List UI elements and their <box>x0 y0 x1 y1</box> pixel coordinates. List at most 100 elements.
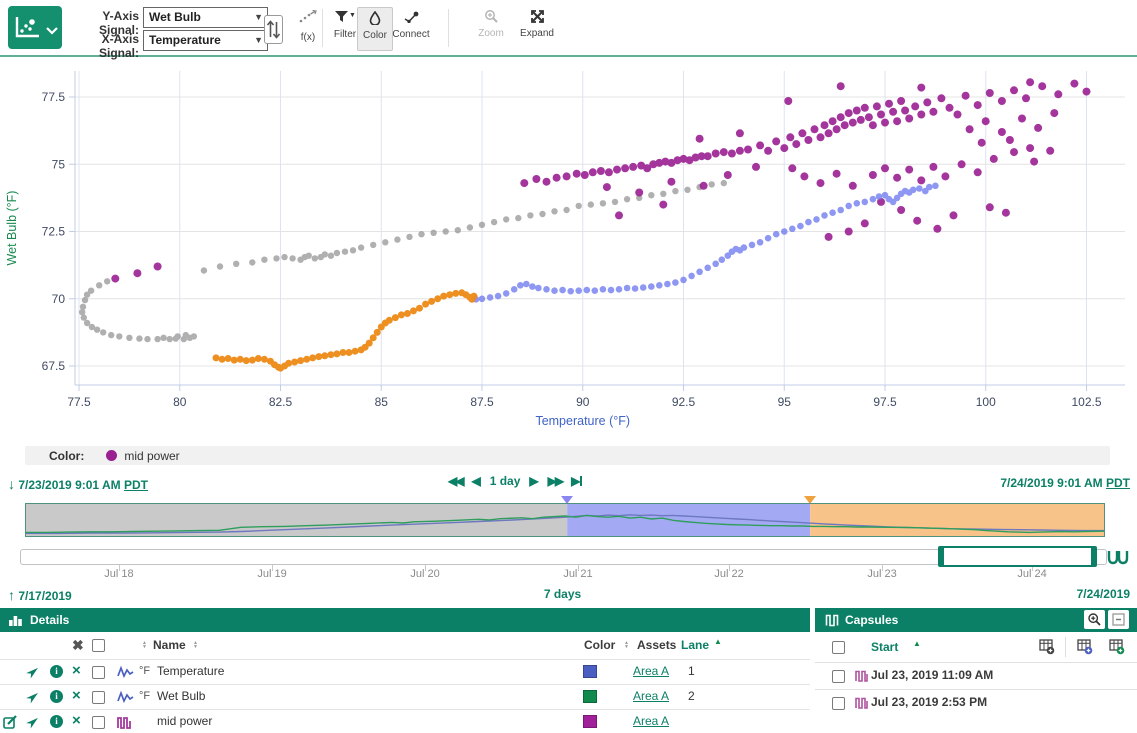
swap-axes-icon <box>266 18 281 41</box>
legend-dot <box>106 450 117 461</box>
trend-preview-strip[interactable] <box>25 503 1105 537</box>
range-duration: 7 days <box>20 587 1105 601</box>
color-swatch[interactable] <box>583 665 597 678</box>
remove-icon[interactable]: × <box>72 712 81 729</box>
color-droplet-icon <box>369 11 381 25</box>
sort-icon[interactable]: ▲▼ <box>142 641 147 649</box>
scatter-series-mid-power <box>111 78 1090 282</box>
scatter-chart[interactable]: 77.58082.58587.59092.59597.5100102.567.5… <box>0 58 1137 430</box>
assets-column-header[interactable]: Assets <box>637 638 676 652</box>
capsules-collapse-button[interactable] <box>1108 610 1129 629</box>
info-icon[interactable]: i <box>50 690 63 703</box>
rocket-icon[interactable] <box>25 714 41 733</box>
color-swatch[interactable] <box>583 715 597 728</box>
fast-forward-icon[interactable]: ▶▶ <box>548 474 562 488</box>
capsule-checkbox[interactable] <box>832 670 845 683</box>
scatterplot-tool-button[interactable] <box>8 6 62 49</box>
expand-button[interactable]: Expand <box>514 7 560 49</box>
select-caret-icon: ▼ <box>254 31 263 50</box>
lane-column-header[interactable]: Lane <box>681 638 709 652</box>
row-checkbox[interactable] <box>92 691 105 704</box>
step-size-label[interactable]: 1 day <box>490 474 521 488</box>
svg-text:92.5: 92.5 <box>672 395 696 409</box>
capsule-icon <box>825 613 839 627</box>
start-column-header[interactable]: Start <box>871 640 898 654</box>
expand-icon <box>530 9 545 24</box>
zoom-button: Zoom <box>471 7 511 49</box>
connect-button[interactable]: Connect <box>386 7 436 49</box>
info-icon[interactable]: i <box>50 665 63 678</box>
capsule-checkbox[interactable] <box>832 697 845 710</box>
add-signal-column-button[interactable] <box>1077 639 1093 660</box>
select-all-capsules-checkbox[interactable] <box>832 641 845 654</box>
svg-text:80: 80 <box>173 395 187 409</box>
table-add-signal-icon <box>1077 639 1093 655</box>
date-slider-selected-range[interactable] <box>938 546 1097 567</box>
connect-label: Connect <box>386 29 436 40</box>
toolbar: Y-Axis Signal: X-Axis Signal: Wet Bulb ▼… <box>0 0 1137 57</box>
sort-icon[interactable]: ▲▼ <box>624 641 629 649</box>
skip-to-end-icon[interactable]: ▶ <box>571 474 582 488</box>
info-icon[interactable]: i <box>50 715 63 728</box>
chevron-down-icon <box>46 27 58 35</box>
timezone-link[interactable]: PDT <box>1106 476 1130 490</box>
slider-tick-label: Jul 23 <box>852 568 912 580</box>
sort-icon[interactable]: ▲▼ <box>193 641 198 649</box>
slider-tick-label: Jul 20 <box>395 568 455 580</box>
legend-label: Color: <box>49 449 84 463</box>
zoom-label: Zoom <box>471 28 511 39</box>
filter-icon <box>334 10 349 23</box>
color-column-header[interactable]: Color <box>584 638 615 652</box>
capsule-start-time: Jul 23, 2019 2:53 PM <box>871 695 987 709</box>
swap-axes-button[interactable] <box>264 15 283 44</box>
scatter-series-blue <box>473 183 939 303</box>
step-back-icon[interactable]: ◀ <box>471 474 480 488</box>
add-column-button[interactable] <box>1039 639 1055 660</box>
asset-link[interactable]: Area A <box>633 664 669 678</box>
y-axis-signal-select[interactable]: Wet Bulb ▼ <box>143 7 268 28</box>
collapse-icon <box>1112 613 1125 626</box>
remove-icon[interactable]: × <box>72 687 81 704</box>
sort-asc-icon: ▲ <box>913 639 921 648</box>
capsule-time-icon[interactable] <box>1107 549 1129 567</box>
capsules-panel-header: Capsules <box>815 608 1137 632</box>
capsules-zoom-button[interactable] <box>1084 610 1105 629</box>
select-all-checkbox[interactable] <box>92 639 105 652</box>
asset-link[interactable]: Area A <box>633 714 669 728</box>
capsules-panel-title: Capsules <box>845 613 898 627</box>
x-axis-signal-select[interactable]: Temperature ▼ <box>143 30 268 51</box>
scatter-plot-icon <box>14 15 40 39</box>
bar-chart-icon <box>8 613 24 627</box>
svg-text:95: 95 <box>778 395 792 409</box>
seeq-scatterplot-view: Y-Axis Signal: X-Axis Signal: Wet Bulb ▼… <box>0 0 1137 733</box>
rocket-icon[interactable] <box>25 664 41 685</box>
edit-icon[interactable] <box>3 714 18 733</box>
condition-icon <box>117 715 132 730</box>
remove-all-icon[interactable]: ✖ <box>72 638 84 652</box>
table-add-condition-icon <box>1109 639 1125 655</box>
up-arrow-icon[interactable]: ↑ <box>8 587 15 603</box>
row-checkbox[interactable] <box>92 666 105 679</box>
row-checkbox[interactable] <box>92 716 105 729</box>
slider-tick-label: Jul 19 <box>242 568 302 580</box>
details-rows: i×°FTemperatureArea A1i×°FWet BulbArea A… <box>0 659 810 733</box>
name-column-header[interactable]: Name <box>153 638 186 652</box>
svg-text:72.5: 72.5 <box>42 225 66 239</box>
rocket-icon[interactable] <box>25 689 41 710</box>
item-name: Temperature <box>157 664 224 678</box>
remove-icon[interactable]: × <box>72 662 81 679</box>
rewind-icon[interactable]: ◀◀ <box>448 474 462 488</box>
color-swatch[interactable] <box>583 690 597 703</box>
item-name: mid power <box>157 714 212 728</box>
asset-link[interactable]: Area A <box>633 689 669 703</box>
down-arrow-icon[interactable]: ↓ <box>8 476 15 492</box>
svg-text:100: 100 <box>976 395 996 409</box>
toolbar-separator <box>448 9 449 47</box>
svg-text:70: 70 <box>52 292 66 306</box>
step-forward-icon[interactable]: ▶ <box>529 474 538 488</box>
header-divider <box>1065 637 1066 657</box>
timezone-link[interactable]: PDT <box>124 478 148 492</box>
add-condition-column-button[interactable] <box>1109 639 1125 660</box>
svg-text:85: 85 <box>375 395 389 409</box>
x-axis-signal-label: X-Axis Signal: <box>61 32 139 60</box>
